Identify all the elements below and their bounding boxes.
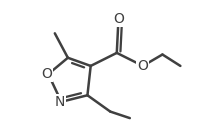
Text: O: O: [41, 67, 52, 81]
Text: O: O: [113, 12, 124, 26]
Text: O: O: [137, 59, 148, 73]
Text: N: N: [55, 95, 65, 109]
